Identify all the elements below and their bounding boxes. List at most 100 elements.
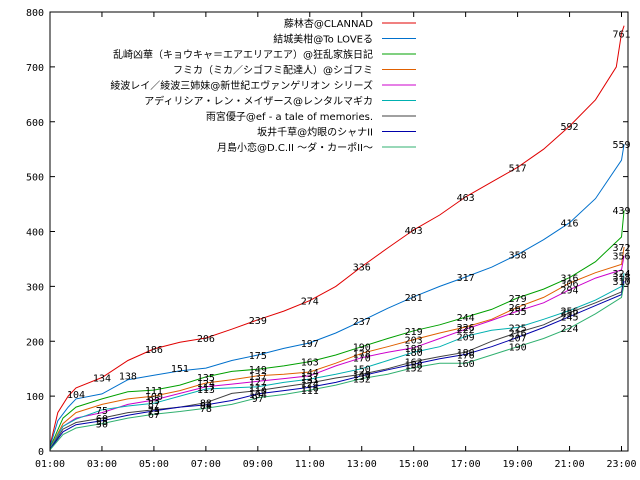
data-label-8-8: 190 (509, 343, 527, 354)
data-label-7-4: 116 (301, 383, 319, 394)
data-label-3-2: 137 (249, 372, 267, 383)
data-label-0-5: 336 (353, 263, 371, 274)
data-label-5-2: 113 (197, 385, 215, 396)
data-label-7-2: 84 (200, 401, 212, 412)
data-label-3-0: 100 (145, 392, 163, 403)
data-label-7-7: 176 (457, 350, 475, 361)
data-label-6-7: 180 (457, 348, 475, 359)
data-label-6-4: 124 (301, 379, 319, 390)
data-label-8-5: 132 (353, 375, 371, 386)
legend-label: 綾波レイ／綾波三姉妹@新世紀エヴァンゲリオン シリーズ (110, 79, 373, 92)
data-label-2-1: 135 (197, 373, 215, 384)
data-label-4-6: 222 (457, 325, 475, 336)
y-tick-label: 300 (26, 282, 44, 293)
y-tick-label: 800 (26, 8, 44, 19)
data-label-5-10: 324 (612, 269, 630, 280)
series-line-6 (49, 276, 625, 450)
data-label-3-4: 178 (353, 349, 371, 360)
data-label-2-7: 279 (509, 294, 527, 305)
series-line-3 (49, 246, 625, 449)
legend-label: 月島小恋@D.C.II ～ダ・カーポII～ (217, 141, 373, 154)
x-tick-label: 19:00 (503, 459, 533, 470)
data-label-1-2: 151 (171, 364, 189, 375)
legend-label: フミカ（ミカ／シゴフミ配達人）@シゴフミ (173, 64, 373, 77)
data-label-6-6: 163 (405, 358, 423, 369)
data-label-2-5: 219 (405, 327, 423, 338)
series-line-5 (49, 273, 625, 450)
data-label-2-6: 244 (457, 313, 475, 324)
data-label-6-3: 110 (249, 387, 267, 398)
data-label-5-3: 117 (249, 383, 267, 394)
data-label-7-10: 310 (612, 277, 630, 288)
series-line-1 (49, 144, 625, 447)
data-label-1-4: 197 (301, 339, 319, 350)
series-line-4 (49, 255, 625, 449)
data-label-5-1: 87 (148, 399, 160, 410)
x-axis-ticks: 01:00 03:00 05:00 07:00 09:00 11:00 13:00 15:00… (35, 12, 637, 470)
data-label-2-9: 439 (612, 206, 630, 217)
data-label-1-3: 175 (249, 351, 267, 362)
data-label-5-6: 180 (405, 348, 423, 359)
x-tick-label: 09:00 (243, 459, 273, 470)
data-label-7-3: 104 (249, 390, 267, 401)
legend-label: 結城美柑@To LOVEる (273, 33, 373, 46)
legend-label: 坂井千草@灼眼のシャナII (257, 126, 373, 139)
x-tick-label: 21:00 (554, 459, 584, 470)
data-label-2-8: 316 (561, 274, 579, 285)
data-label-0-4: 274 (301, 297, 319, 308)
legend-label: 雨宮優子@ef - a tale of memories. (206, 110, 373, 123)
data-label-8-3: 97 (252, 394, 264, 405)
data-label-0-10: 761 (612, 29, 630, 40)
data-label-0-2: 206 (197, 334, 215, 345)
data-label-8-0: 50 (96, 420, 108, 431)
data-label-6-1: 75 (148, 406, 160, 417)
data-label-8-2: 78 (200, 404, 212, 415)
data-label-4-3: 137 (301, 372, 319, 383)
data-label-7-6: 158 (405, 360, 423, 371)
data-label-8-9: 224 (561, 324, 579, 335)
data-label-6-9: 252 (561, 309, 579, 320)
data-label-1-0: 104 (67, 390, 85, 401)
data-label-4-1: 117 (197, 383, 215, 394)
data-label-1-8: 358 (509, 251, 527, 262)
data-label-0-1: 186 (145, 345, 163, 356)
data-label-3-9: 372 (612, 243, 630, 254)
y-tick-label: 500 (26, 173, 44, 184)
data-label-2-0: 111 (145, 386, 163, 397)
data-label-5-4: 131 (301, 375, 319, 386)
x-tick-label: 03:00 (87, 459, 117, 470)
data-label-1-1: 138 (119, 371, 137, 382)
data-label-7-1: 73 (148, 407, 160, 418)
data-label-8-6: 152 (405, 364, 423, 375)
data-label-3-3: 144 (301, 368, 319, 379)
x-tick-label: 05:00 (139, 459, 169, 470)
data-label-7-8: 207 (509, 333, 527, 344)
y-tick-label: 0 (38, 447, 44, 458)
y-axis-ticks: 0 100 200 300 400 500 600 700 800 (26, 8, 628, 458)
data-label-1-9: 416 (561, 219, 579, 230)
data-label-8-4: 111 (301, 386, 319, 397)
data-label-1-5: 237 (353, 317, 371, 328)
data-label-6-5: 140 (353, 370, 371, 381)
data-label-4-0: 93 (148, 396, 160, 407)
data-labels: 134 186 206 239 274 336 403 463 517 592 761 104 138 1… (67, 29, 631, 430)
data-label-4-8: 294 (561, 286, 579, 297)
x-tick-label: 11:00 (295, 459, 325, 470)
data-label-8-7: 160 (457, 359, 475, 370)
data-label-5-0: 75 (96, 406, 108, 417)
data-label-5-8: 225 (509, 324, 527, 335)
data-label-7-5: 137 (353, 372, 371, 383)
data-label-4-7: 255 (509, 307, 527, 318)
y-tick-label: 600 (26, 118, 44, 129)
legend-label: アディリシア・レン・メイザース@レンタルマギカ (144, 95, 373, 108)
data-label-4-4: 170 (353, 354, 371, 365)
data-label-1-6: 281 (405, 293, 423, 304)
x-tick-label: 13:00 (347, 459, 377, 470)
data-label-3-5: 203 (405, 336, 423, 347)
legend: 藤林杏@CLANNAD 結城美柑@To LOVEる乱崎凶華（キョウキャ＝エアエリア… (110, 17, 416, 154)
legend-label: 藤林杏@CLANNAD (284, 17, 373, 30)
x-tick-label: 17:00 (451, 459, 481, 470)
data-label-0-0: 134 (93, 373, 111, 384)
